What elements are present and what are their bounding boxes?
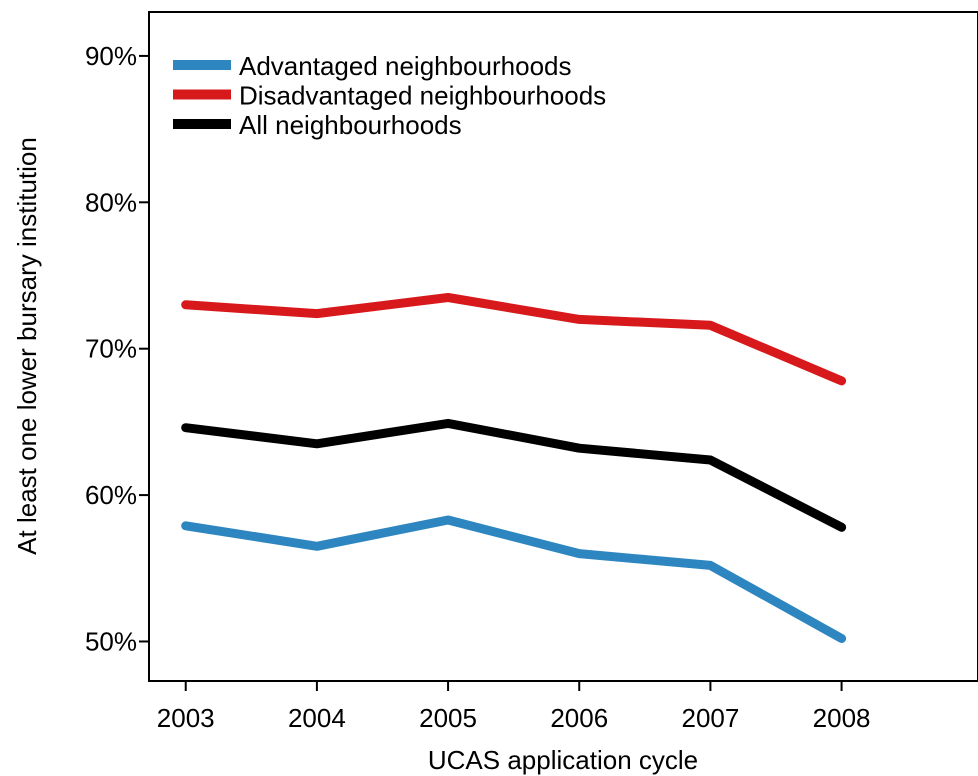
y-axis-title: At least one lower bursary institution [12, 137, 42, 555]
x-tick-label: 2004 [288, 703, 346, 733]
series-lines [181, 293, 847, 643]
y-axis: 50% 60% 70% 80% 90% [85, 41, 149, 656]
series-line-1 [181, 293, 847, 386]
x-tick-label: 2003 [157, 703, 215, 733]
x-axis-title: UCAS application cycle [428, 745, 698, 775]
x-tick-label: 2007 [681, 703, 739, 733]
y-tick-label: 50% [85, 626, 137, 656]
x-tick-label: 2005 [419, 703, 477, 733]
x-tick-label: 2008 [813, 703, 871, 733]
x-axis: 2003 2004 2005 2006 2007 2008 [157, 681, 871, 733]
y-tick-label: 80% [85, 187, 137, 217]
y-tick-label: 90% [85, 41, 137, 71]
legend-label: All neighbourhoods [239, 110, 462, 140]
legend-label: Advantaged neighbourhoods [239, 51, 572, 81]
plot-frame [148, 11, 978, 682]
legend-label: Disadvantaged neighbourhoods [239, 81, 606, 111]
y-tick-label: 70% [85, 334, 137, 364]
y-tick-label: 60% [85, 480, 137, 510]
series-line-2 [181, 418, 847, 532]
x-tick-label: 2006 [550, 703, 608, 733]
series-line-0 [181, 515, 847, 643]
